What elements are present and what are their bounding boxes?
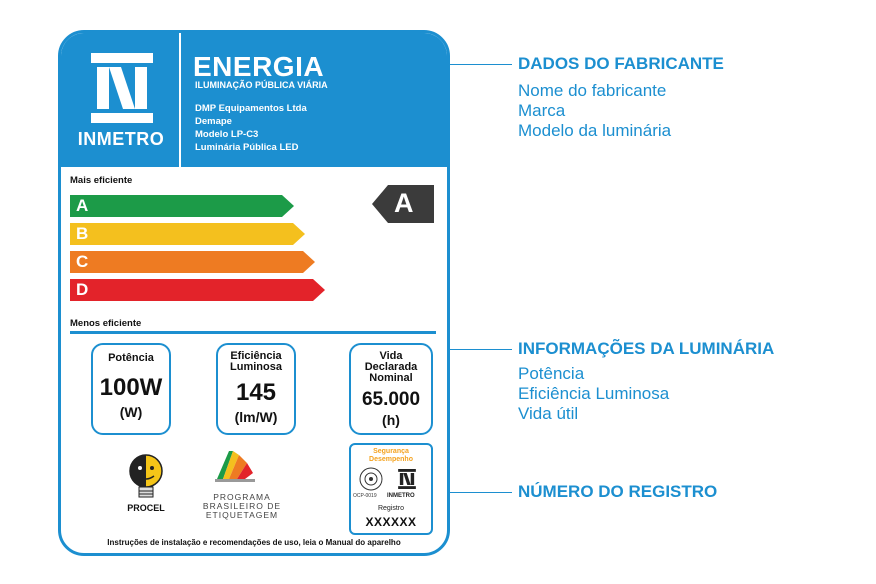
seal-caption-2: Desempenho bbox=[369, 456, 413, 463]
ocp-seal-icon bbox=[359, 467, 383, 491]
class-bar-d: D bbox=[70, 279, 325, 301]
more-efficient-label: Mais eficiente bbox=[70, 175, 133, 186]
annotation-luminaria-title: INFORMAÇÕES DA LUMINÁRIA bbox=[518, 339, 775, 358]
power-value: 100W bbox=[99, 374, 163, 401]
luminous-efficiency-box: Eficiência Luminosa 145 (lm/W) bbox=[216, 343, 296, 435]
annotation-luminaria-item-1: Potência bbox=[518, 364, 585, 383]
connector-luminaria bbox=[450, 349, 512, 350]
brand-name: Demape bbox=[195, 116, 232, 127]
seal-caption-1: Segurança bbox=[373, 448, 409, 455]
pbe-logo: PROGRAMA BRASILEIRO DE ETIQUETAGEM bbox=[197, 447, 287, 527]
label-header: INMETRO ENERGIA ILUMINAÇÃO PÚBLICA VIÁRI… bbox=[61, 33, 447, 167]
class-bar-d-shape bbox=[70, 279, 325, 301]
product-type: Luminária Pública LED bbox=[195, 142, 299, 153]
ocp-code: OCP-0019 bbox=[353, 493, 377, 499]
registration-number: XXXXXX bbox=[365, 515, 417, 529]
class-bar-b-shape bbox=[70, 223, 305, 245]
class-bar-a-shape bbox=[70, 195, 294, 217]
inmetro-seal: Segurança Desempenho OCP-0019 INMETRO Re… bbox=[349, 443, 433, 535]
pbe-text-line-1: PROGRAMA bbox=[213, 492, 271, 502]
pbe-mark-icon bbox=[215, 451, 255, 482]
energy-label: INMETRO ENERGIA ILUMINAÇÃO PÚBLICA VIÁRI… bbox=[58, 30, 450, 556]
class-bar-c-letter: C bbox=[76, 252, 89, 271]
registration-label: Registro bbox=[377, 505, 405, 512]
pbe-text-line-2: BRASILEIRO DE bbox=[202, 501, 282, 511]
power-caption: Potência bbox=[108, 352, 154, 364]
selected-class-arrow-icon bbox=[372, 185, 434, 223]
label-title: ENERGIA bbox=[193, 51, 325, 82]
annotation-fabricante-item-1: Nome do fabricante bbox=[518, 81, 667, 100]
rated-life-box: Vida Declarada Nominal 65.000 (h) bbox=[349, 343, 433, 435]
power-unit: (W) bbox=[119, 404, 143, 420]
label-subtitle: ILUMINAÇÃO PÚBLICA VIÁRIA bbox=[195, 80, 328, 90]
annotation-fabricante-item-2: Marca bbox=[518, 101, 566, 120]
connector-fabricante bbox=[450, 64, 512, 65]
efficiency-value: 145 bbox=[235, 379, 277, 406]
class-bar-c-shape bbox=[70, 251, 315, 273]
life-caption-3: Nominal bbox=[369, 372, 413, 384]
seal-inmetro-icon bbox=[398, 469, 416, 489]
selected-class-letter: A bbox=[394, 188, 414, 218]
class-bar-a: A bbox=[70, 195, 294, 217]
class-bar-a-letter: A bbox=[76, 196, 89, 215]
connector-registro bbox=[450, 492, 512, 493]
class-bar-b: B bbox=[70, 223, 305, 245]
efficiency-caption-2: Luminosa bbox=[230, 361, 282, 373]
pbe-text-line-3: ETIQUETAGEM bbox=[205, 510, 279, 520]
procel-mascot-icon bbox=[129, 454, 163, 498]
inmetro-logo-icon bbox=[91, 53, 153, 123]
procel-logo-text: PROCEL bbox=[127, 503, 165, 513]
less-efficient-label: Menos eficiente bbox=[70, 318, 142, 329]
manufacturer-name: DMP Equipamentos Ltda bbox=[195, 103, 307, 114]
life-unit: (h) bbox=[382, 412, 400, 428]
pbe-logo-text: PROGRAMA BRASILEIRO DE ETIQUETAGEM bbox=[197, 493, 287, 520]
annotation-luminaria-item-3: Vida útil bbox=[518, 404, 579, 423]
life-caption-1: Vida bbox=[379, 350, 403, 362]
section-divider bbox=[70, 331, 436, 334]
efficiency-caption-1: Eficiência bbox=[230, 350, 282, 362]
selected-class-indicator: A bbox=[372, 185, 434, 223]
annotation-registro-title: NÚMERO DO REGISTRO bbox=[518, 482, 718, 501]
inmetro-logo-text: INMETRO bbox=[77, 129, 165, 149]
annotation-fabricante-title: DADOS DO FABRICANTE bbox=[518, 54, 724, 73]
label-footer: Instruções de instalação e recomendações… bbox=[107, 538, 401, 547]
inmetro-logo: INMETRO bbox=[61, 33, 181, 167]
life-caption-2: Declarada bbox=[364, 361, 418, 373]
procel-logo: PROCEL bbox=[116, 451, 176, 521]
class-bar-d-letter: D bbox=[76, 280, 89, 299]
seal-inmetro-text: INMETRO bbox=[387, 493, 415, 499]
annotation-fabricante-item-3: Modelo da luminária bbox=[518, 121, 672, 140]
efficiency-unit: (lm/W) bbox=[234, 409, 278, 425]
model-name: Modelo LP-C3 bbox=[195, 129, 259, 140]
class-bar-c: C bbox=[70, 251, 315, 273]
life-value: 65.000 bbox=[361, 389, 421, 410]
class-bar-b-letter: B bbox=[76, 224, 89, 243]
power-box: Potência 100W (W) bbox=[91, 343, 171, 435]
annotation-luminaria-item-2: Eficiência Luminosa bbox=[518, 384, 670, 403]
